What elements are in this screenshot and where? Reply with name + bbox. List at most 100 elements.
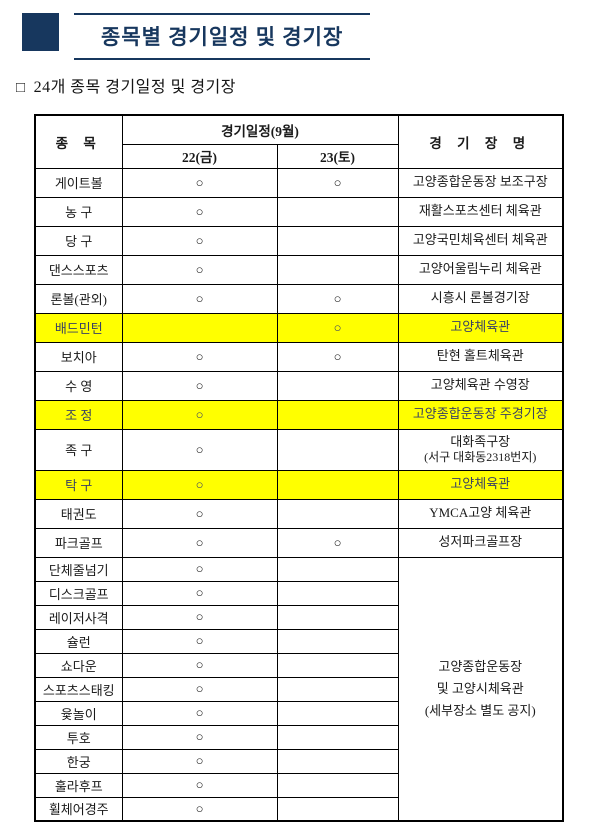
day1-mark-cell: ○ [121,527,278,558]
day1-mark-cell: ○ [121,556,278,582]
day1-mark-cell: ○ [121,652,278,678]
sport-name-cell: 윷놀이 [34,700,123,726]
sport-name-cell: 투호 [34,724,123,750]
day1-mark-cell: ○ [121,676,278,702]
table-row: 배드민턴 ○ 고양체육관 [34,312,564,343]
day2-mark-cell [276,428,399,471]
table-row: 태권도 ○ YMCA고양 체육관 [34,498,564,529]
section-heading: □ 24개 종목 경기일정 및 경기장 [16,73,600,97]
day1-mark-cell: ○ [121,469,278,500]
sport-name-cell: 조 정 [34,399,123,430]
title-square-decoration [22,13,59,51]
venue-cell: 탄현 홀트체육관 [397,341,564,372]
venue-cell: 고양종합운동장 주경기장 [397,399,564,430]
table-row: 게이트볼 ○ ○ 고양종합운동장 보조구장 [34,167,564,198]
venue-line: (서구 대화동2318번지) [424,450,537,465]
venue-line: 시흥시 론볼경기장 [430,290,530,306]
venue-cell: 고양체육관 [397,469,564,500]
table-row: 스포츠스태킹 ○ [34,676,563,702]
table-body: 게이트볼 ○ ○ 고양종합운동장 보조구장 농 구 ○ 재활스포츠센터 체육관 당 구 ○ 고양국… [34,167,564,822]
page-title: 종목별 경기일정 및 경기장 [101,25,344,49]
day1-mark-cell: ○ [121,428,278,471]
venue-line: 고양종합운동장 [438,658,523,674]
column-header-day2: 23(토) [276,143,399,169]
venue-cell: 고양어울림누리 체육관 [397,254,564,285]
sport-name-cell: 레이저사격 [34,604,123,630]
day2-mark-cell: ○ [276,283,399,314]
checkbox-bullet-icon: □ [16,80,26,96]
title-rule: 종목별 경기일정 및 경기장 [74,13,371,60]
day1-mark-cell: ○ [121,225,278,256]
venue-line: (세부장소 별도 공지) [424,702,536,718]
day1-mark-cell: ○ [121,796,278,822]
day2-mark-cell [276,196,399,227]
day2-mark-cell [276,498,399,529]
day2-mark-cell [276,676,399,702]
venue-cell: 고양종합운동장 보조구장 [397,167,564,198]
day1-mark-cell: ○ [121,700,278,726]
day2-mark-cell [276,580,399,606]
day1-mark-cell: ○ [121,580,278,606]
sport-name-cell: 농 구 [34,196,123,227]
table-row: 보치아 ○ ○ 탄현 홀트체육관 [34,341,564,372]
column-header-sport: 종 목 [34,114,123,169]
venue-cell: YMCA고양 체육관 [397,498,564,529]
day1-mark-cell: ○ [121,370,278,401]
venue-cell: 고양체육관 수영장 [397,370,564,401]
day2-mark-cell [276,225,399,256]
day2-mark-cell: ○ [276,341,399,372]
day2-mark-cell [276,796,399,822]
column-header-day1: 22(금) [121,143,278,169]
venue-cell: 고양국민체육센터 체육관 [397,225,564,256]
day2-mark-cell [276,724,399,750]
sport-name-cell: 보치아 [34,341,123,372]
sport-name-cell: 배드민턴 [34,312,123,343]
sport-name-cell: 스포츠스태킹 [34,676,123,702]
sport-name-cell: 쇼다운 [34,652,123,678]
table-row: 론볼(관외) ○ ○ 시흥시 론볼경기장 [34,283,564,314]
day2-mark-cell: ○ [276,527,399,558]
sport-name-cell: 게이트볼 [34,167,123,198]
sport-name-cell: 파크골프 [34,527,123,558]
day2-mark-cell [276,748,399,774]
day1-mark-cell: ○ [121,283,278,314]
venue-line: 고양어울림누리 체육관 [418,261,542,277]
venue-line: 고양체육관 수영장 [430,377,530,393]
day2-mark-cell: ○ [276,312,399,343]
venue-line: 고양종합운동장 주경기장 [412,406,548,422]
sport-name-cell: 슐런 [34,628,123,654]
day1-mark-cell: ○ [121,628,278,654]
sport-name-cell: 단체줄넘기 [34,556,123,582]
venue-line: 성저파크골프장 [438,534,523,550]
sport-name-cell: 태권도 [34,498,123,529]
table-row: 조 정 ○ 고양종합운동장 주경기장 [34,399,564,430]
day2-mark-cell [276,254,399,285]
venue-line: 고양국민체육센터 체육관 [412,232,548,248]
day1-mark-cell [121,312,278,343]
table-row: 단체줄넘기 ○ 고양종합운동장 및 고양시체육관 (세부장소 별도 공지) [34,556,564,822]
table-row: 한궁 ○ [34,748,563,774]
day1-mark-cell: ○ [121,498,278,529]
day2-mark-cell: ○ [276,167,399,198]
day2-mark-cell [276,700,399,726]
venue-line: YMCA고양 체육관 [429,505,532,521]
sport-name-cell: 한궁 [34,748,123,774]
table-row: 농 구 ○ 재활스포츠센터 체육관 [34,196,564,227]
day1-mark-cell: ○ [121,341,278,372]
column-header-venue: 경 기 장 명 [397,114,564,169]
table-row: 슐런 ○ [34,628,563,654]
day2-mark-cell [276,652,399,678]
day1-mark-cell: ○ [121,748,278,774]
day2-mark-cell [276,469,399,500]
table-row: 윷놀이 ○ [34,700,563,726]
day1-mark-cell: ○ [121,399,278,430]
day2-mark-cell [276,604,399,630]
day2-mark-cell [276,628,399,654]
table-row: 쇼다운 ○ [34,652,563,678]
table-row: 탁 구 ○ 고양체육관 [34,469,564,500]
table-row: 족 구 ○ 대화족구장 (서구 대화동2318번지) [34,428,564,471]
venue-cell: 재활스포츠센터 체육관 [397,196,564,227]
venue-line: 및 고양시체육관 [436,680,524,696]
